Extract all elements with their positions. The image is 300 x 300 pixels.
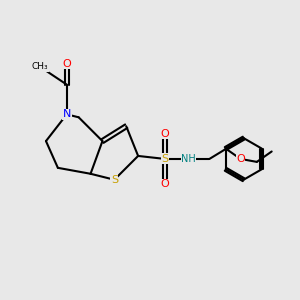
Text: CH₃: CH₃ (32, 62, 48, 71)
Text: S: S (111, 175, 118, 185)
Text: O: O (62, 59, 71, 69)
Text: N: N (63, 109, 71, 119)
Text: O: O (236, 154, 245, 164)
Text: O: O (160, 129, 169, 139)
Text: S: S (161, 154, 168, 164)
Text: NH: NH (181, 154, 196, 164)
Text: O: O (160, 179, 169, 189)
